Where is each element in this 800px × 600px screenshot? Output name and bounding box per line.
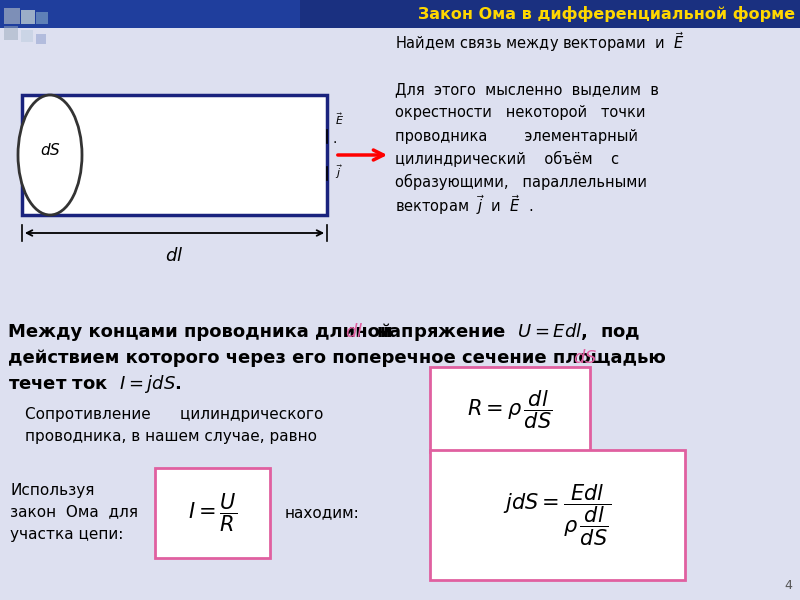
Text: окрестности   некоторой   точки: окрестности некоторой точки — [395, 106, 646, 121]
Bar — [36, 12, 48, 24]
Bar — [4, 8, 20, 24]
Text: цилиндрический    объём    с: цилиндрический объём с — [395, 151, 619, 167]
Text: $\vec{j}$: $\vec{j}$ — [335, 163, 343, 181]
Text: участка цепи:: участка цепи: — [10, 527, 123, 541]
Text: течет ток  $I = jdS$.: течет ток $I = jdS$. — [8, 373, 182, 395]
Ellipse shape — [18, 95, 82, 215]
Text: действием которого через его поперечное сечение площадью: действием которого через его поперечное … — [8, 349, 672, 367]
Text: Для  этого  мысленно  выделим  в: Для этого мысленно выделим в — [395, 82, 659, 97]
Bar — [430, 450, 685, 580]
Text: 4: 4 — [784, 579, 792, 592]
Text: проводника, в нашем случае, равно: проводника, в нашем случае, равно — [25, 430, 317, 445]
Text: проводника        элементарный: проводника элементарный — [395, 128, 638, 143]
Bar — [21, 30, 33, 42]
Text: Закон Ома в дифференциальной форме: Закон Ома в дифференциальной форме — [418, 6, 795, 22]
Bar — [0, 0, 800, 28]
Text: $dS$: $dS$ — [39, 142, 61, 158]
Text: $jdS = \dfrac{Edl}{\rho \, \dfrac{dl}{dS}}$: $jdS = \dfrac{Edl}{\rho \, \dfrac{dl}{dS… — [503, 482, 611, 548]
Text: Найдем связь между векторами  и  $\vec{E}$: Найдем связь между векторами и $\vec{E}$ — [395, 30, 685, 54]
Text: $dS$: $dS$ — [573, 349, 598, 367]
Text: находим:: находим: — [285, 505, 360, 520]
Text: Сопротивление      цилиндрического: Сопротивление цилиндрического — [25, 407, 323, 422]
Text: Между концами проводника длиной: Между концами проводника длиной — [8, 323, 398, 341]
Bar — [36, 34, 46, 44]
Bar — [0, 0, 300, 28]
Bar — [4, 26, 18, 40]
Bar — [430, 367, 590, 452]
Text: образующими,   параллельными: образующими, параллельными — [395, 174, 647, 190]
Text: $R = \rho \, \dfrac{dl}{dS}$: $R = \rho \, \dfrac{dl}{dS}$ — [467, 388, 553, 431]
Bar — [21, 10, 35, 24]
Text: напряжение  $U = Edl$,  под: напряжение $U = Edl$, под — [370, 321, 640, 343]
Text: Используя: Используя — [10, 482, 94, 497]
Bar — [155, 468, 270, 558]
Text: $I = \dfrac{U}{R}$: $I = \dfrac{U}{R}$ — [188, 492, 237, 534]
Text: $dl$: $dl$ — [166, 247, 184, 265]
Text: закон  Ома  для: закон Ома для — [10, 505, 138, 520]
Text: $\vec{E}$: $\vec{E}$ — [335, 111, 344, 127]
Bar — [22, 95, 327, 215]
Text: ·: · — [333, 136, 337, 150]
Text: векторам  $\vec{j}$  и  $\vec{E}$  .: векторам $\vec{j}$ и $\vec{E}$ . — [395, 193, 534, 217]
Text: $dl$: $dl$ — [345, 323, 363, 341]
